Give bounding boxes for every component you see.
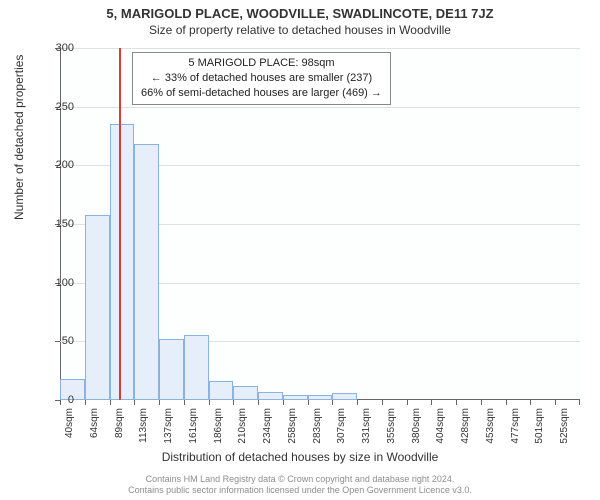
x-tick-mark bbox=[110, 400, 111, 405]
x-tick-label: 64sqm bbox=[89, 408, 100, 458]
x-tick-label: 113sqm bbox=[138, 408, 149, 458]
x-tick-label: 525sqm bbox=[559, 408, 570, 458]
x-tick-label: 501sqm bbox=[534, 408, 545, 458]
callout-line: 5 MARIGOLD PLACE: 98sqm bbox=[141, 56, 382, 71]
chart-container: 5, MARIGOLD PLACE, WOODVILLE, SWADLINCOT… bbox=[0, 0, 600, 500]
footer-attribution: Contains HM Land Registry data © Crown c… bbox=[0, 474, 600, 497]
x-tick-mark bbox=[85, 400, 86, 405]
histogram-bar bbox=[258, 392, 283, 400]
histogram-bar bbox=[184, 335, 209, 400]
x-tick-mark bbox=[481, 400, 482, 405]
grid-line bbox=[60, 107, 580, 108]
chart-subtitle: Size of property relative to detached ho… bbox=[0, 21, 600, 37]
histogram-bar bbox=[332, 393, 357, 400]
x-tick-label: 404sqm bbox=[435, 408, 446, 458]
histogram-bar bbox=[308, 395, 333, 400]
x-tick-label: 137sqm bbox=[163, 408, 174, 458]
callout-line: 66% of semi-detached houses are larger (… bbox=[141, 86, 382, 101]
histogram-bar bbox=[134, 144, 159, 400]
x-tick-mark bbox=[530, 400, 531, 405]
x-tick-mark bbox=[579, 400, 580, 405]
x-tick-label: 355sqm bbox=[386, 408, 397, 458]
x-tick-mark bbox=[159, 400, 160, 405]
histogram-bar bbox=[209, 381, 234, 400]
x-tick-label: 210sqm bbox=[237, 408, 248, 458]
x-tick-label: 428sqm bbox=[460, 408, 471, 458]
x-tick-label: 186sqm bbox=[213, 408, 224, 458]
histogram-bar bbox=[283, 395, 308, 400]
x-tick-mark bbox=[456, 400, 457, 405]
x-tick-mark bbox=[134, 400, 135, 405]
x-tick-mark bbox=[357, 400, 358, 405]
x-tick-mark bbox=[506, 400, 507, 405]
x-tick-label: 40sqm bbox=[64, 408, 75, 458]
x-tick-mark bbox=[233, 400, 234, 405]
x-tick-mark bbox=[184, 400, 185, 405]
y-tick-label: 300 bbox=[44, 42, 74, 54]
x-tick-mark bbox=[382, 400, 383, 405]
x-tick-label: 234sqm bbox=[262, 408, 273, 458]
x-tick-label: 283sqm bbox=[312, 408, 323, 458]
x-tick-label: 477sqm bbox=[510, 408, 521, 458]
x-tick-label: 258sqm bbox=[287, 408, 298, 458]
y-tick-label: 100 bbox=[44, 277, 74, 289]
histogram-bar bbox=[159, 339, 184, 400]
x-tick-label: 89sqm bbox=[114, 408, 125, 458]
histogram-bar bbox=[85, 215, 110, 400]
footer-line-2: Contains public sector information licen… bbox=[0, 485, 600, 496]
plot-area: 5 MARIGOLD PLACE: 98sqm← 33% of detached… bbox=[60, 48, 580, 400]
y-tick-label: 0 bbox=[44, 394, 74, 406]
x-tick-label: 331sqm bbox=[361, 408, 372, 458]
x-tick-mark bbox=[555, 400, 556, 405]
histogram-bar bbox=[110, 124, 135, 400]
x-tick-mark bbox=[332, 400, 333, 405]
x-tick-label: 380sqm bbox=[411, 408, 422, 458]
y-tick-label: 50 bbox=[44, 335, 74, 347]
histogram-bar bbox=[233, 386, 258, 400]
callout-line: ← 33% of detached houses are smaller (23… bbox=[141, 71, 382, 86]
x-tick-label: 453sqm bbox=[485, 408, 496, 458]
x-tick-label: 307sqm bbox=[336, 408, 347, 458]
x-tick-label: 161sqm bbox=[188, 408, 199, 458]
x-tick-mark bbox=[283, 400, 284, 405]
y-axis-label: Number of detached properties bbox=[12, 55, 26, 220]
x-tick-mark bbox=[258, 400, 259, 405]
grid-line bbox=[60, 48, 580, 49]
callout-box: 5 MARIGOLD PLACE: 98sqm← 33% of detached… bbox=[132, 52, 391, 105]
y-tick-label: 250 bbox=[44, 101, 74, 113]
x-tick-mark bbox=[209, 400, 210, 405]
y-tick-label: 150 bbox=[44, 218, 74, 230]
chart-title: 5, MARIGOLD PLACE, WOODVILLE, SWADLINCOT… bbox=[0, 0, 600, 21]
footer-line-1: Contains HM Land Registry data © Crown c… bbox=[0, 474, 600, 485]
y-tick-label: 200 bbox=[44, 159, 74, 171]
x-tick-mark bbox=[407, 400, 408, 405]
x-tick-mark bbox=[308, 400, 309, 405]
marker-line bbox=[119, 48, 121, 400]
x-tick-mark bbox=[431, 400, 432, 405]
